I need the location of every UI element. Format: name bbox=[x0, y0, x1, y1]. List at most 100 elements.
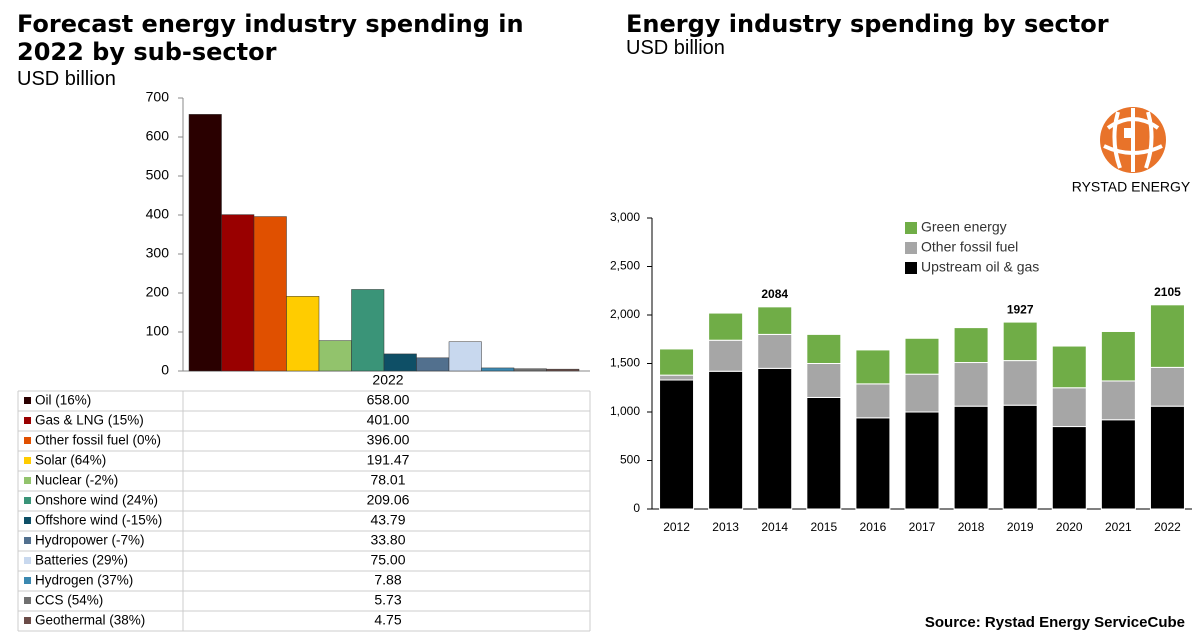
bar bbox=[448, 341, 482, 372]
bar-segment bbox=[1051, 426, 1087, 510]
bar-segment bbox=[708, 370, 744, 510]
legend-label: Hydropower (-7%) bbox=[35, 533, 145, 548]
legend-label: Hydrogen (37%) bbox=[35, 573, 133, 588]
bar-segment bbox=[659, 348, 695, 376]
x-tick-label: 2021 bbox=[1105, 520, 1132, 534]
bar-segment bbox=[953, 362, 989, 407]
y-tick-label: 1,000 bbox=[610, 404, 640, 418]
x-tick-label: 2019 bbox=[1007, 520, 1034, 534]
y-tick-label: 2,000 bbox=[610, 307, 640, 321]
legend-swatch bbox=[24, 477, 31, 484]
x-tick-label: 2012 bbox=[663, 520, 690, 534]
legend-label: Nuclear (-2%) bbox=[35, 473, 118, 488]
bar-segment bbox=[1100, 380, 1136, 421]
bar-segment bbox=[855, 383, 891, 419]
legend-swatch bbox=[24, 537, 31, 544]
bar-segment bbox=[806, 333, 842, 364]
y-tick-label: 200 bbox=[146, 284, 170, 300]
y-tick-label: 0 bbox=[161, 362, 169, 378]
y-tick-label: 500 bbox=[620, 453, 640, 467]
bar-segment bbox=[659, 374, 695, 381]
x-tick-label: 2018 bbox=[958, 520, 985, 534]
legend-swatch bbox=[24, 557, 31, 564]
y-tick-label: 400 bbox=[146, 206, 170, 222]
bar-segment bbox=[855, 349, 891, 385]
y-tick-label: 700 bbox=[146, 89, 170, 105]
legend-swatch bbox=[24, 417, 31, 424]
bar bbox=[383, 353, 417, 372]
table-value: 33.80 bbox=[370, 532, 405, 548]
bar bbox=[318, 340, 352, 372]
legend-swatch bbox=[24, 497, 31, 504]
x-tick-label: 2013 bbox=[712, 520, 739, 534]
logo: RYSTAD ENERGY bbox=[1072, 107, 1191, 195]
bar bbox=[513, 368, 547, 372]
table-value: 658.00 bbox=[367, 392, 410, 408]
bar-segment bbox=[806, 396, 842, 510]
bar bbox=[546, 368, 580, 372]
total-label: 2105 bbox=[1154, 285, 1181, 299]
bar-segment bbox=[953, 327, 989, 364]
x-tick-label: 2017 bbox=[909, 520, 936, 534]
y-tick-label: 600 bbox=[146, 128, 170, 144]
bar-segment bbox=[904, 373, 940, 413]
source: Source: Rystad Energy ServiceCube bbox=[925, 614, 1185, 631]
chart-title: Energy industry spending by sector bbox=[626, 10, 1109, 38]
x-tick-label: 2022 bbox=[372, 372, 403, 388]
total-label: 2084 bbox=[761, 287, 788, 301]
bar bbox=[286, 296, 320, 372]
x-tick-label: 2022 bbox=[1154, 520, 1181, 534]
total-label: 1927 bbox=[1007, 302, 1034, 316]
bar-segment bbox=[659, 379, 695, 510]
bar-segment bbox=[1002, 404, 1038, 510]
bar bbox=[221, 214, 255, 372]
legend-label: Solar (64%) bbox=[35, 453, 106, 468]
legend-swatch bbox=[24, 437, 31, 444]
y-tick-label: 500 bbox=[146, 167, 170, 183]
legend-swatch bbox=[24, 617, 31, 624]
bar-segment bbox=[1002, 321, 1038, 362]
chart-subtitle: USD billion bbox=[626, 37, 725, 59]
table-value: 191.47 bbox=[367, 452, 410, 468]
bar-segment bbox=[1149, 304, 1185, 368]
table-value: 75.00 bbox=[370, 552, 405, 568]
bar-segment bbox=[757, 306, 793, 335]
legend-swatch bbox=[905, 262, 917, 274]
legend-swatch bbox=[905, 242, 917, 254]
legend-label: Green energy bbox=[921, 219, 1007, 235]
y-tick-label: 2,500 bbox=[610, 259, 640, 273]
legend-swatch bbox=[24, 457, 31, 464]
bar-segment bbox=[1149, 366, 1185, 407]
bar-segment bbox=[904, 411, 940, 510]
bar bbox=[351, 289, 385, 372]
bar-segment bbox=[953, 405, 989, 510]
table-value: 5.73 bbox=[374, 592, 401, 608]
legend-swatch bbox=[905, 222, 917, 234]
x-tick-label: 2015 bbox=[810, 520, 837, 534]
table-value: 401.00 bbox=[367, 412, 410, 428]
bar-segment bbox=[1149, 405, 1185, 510]
y-tick-label: 3,000 bbox=[610, 210, 640, 224]
bar-segment bbox=[708, 312, 744, 341]
x-tick-label: 2016 bbox=[860, 520, 887, 534]
bar-segment bbox=[757, 333, 793, 369]
bar-segment bbox=[904, 337, 940, 375]
table-value: 396.00 bbox=[367, 432, 410, 448]
x-tick-label: 2020 bbox=[1056, 520, 1083, 534]
legend-label: CCS (54%) bbox=[35, 593, 103, 608]
bar bbox=[481, 367, 515, 372]
bar-segment bbox=[1051, 345, 1087, 389]
bar-segment bbox=[1100, 419, 1136, 510]
logo-block bbox=[1124, 128, 1134, 138]
legend-label: Other fossil fuel bbox=[921, 239, 1018, 255]
bar-segment bbox=[1002, 360, 1038, 406]
x-tick-label: 2014 bbox=[761, 520, 788, 534]
bar-segment bbox=[1051, 387, 1087, 428]
logo-lines bbox=[1103, 108, 1163, 172]
legend-swatch bbox=[24, 577, 31, 584]
legend-label: Oil (16%) bbox=[35, 393, 91, 408]
y-tick-label: 100 bbox=[146, 323, 170, 339]
legend-label: Geothermal (38%) bbox=[35, 613, 145, 628]
